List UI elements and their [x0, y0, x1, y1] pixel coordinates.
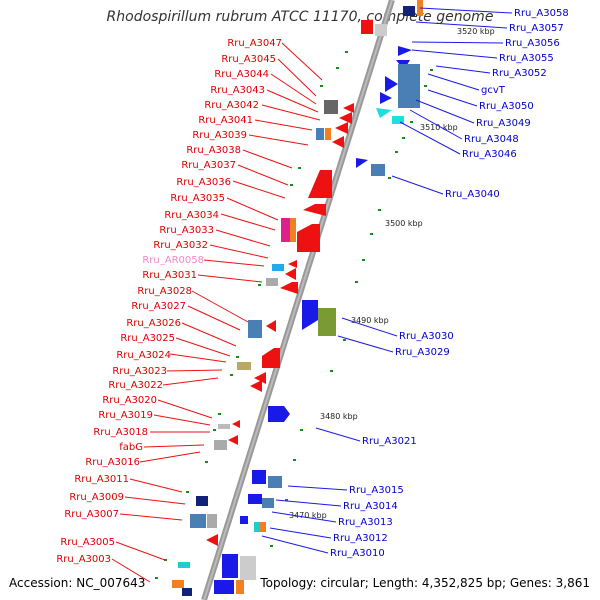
scale-label-3520: 3520 kbp	[457, 27, 495, 36]
scale-label-3510: 3510 kbp	[420, 123, 458, 132]
gene-label: Rru_A3056	[505, 38, 560, 49]
gene-label: Rru_A3016	[85, 457, 140, 468]
gene-label: Rru_A3046	[462, 149, 517, 160]
genome-axis-highlight	[203, 0, 393, 600]
gene-label: Rru_A3040	[445, 189, 500, 200]
left-gene-labels: Rru_A3047 Rru_A3045 Rru_A3044 Rru_A3043 …	[56, 38, 282, 565]
gene-label: Rru_A3037	[181, 160, 236, 171]
gene-label: Rru_A3050	[479, 101, 534, 112]
left-leader-lines	[111, 42, 323, 583]
gene-label: Rru_A3020	[102, 395, 157, 406]
gene-label: gcvT	[481, 85, 506, 96]
gene-label: Rru_A3019	[98, 410, 153, 421]
gene-label: Rru_A3023	[112, 366, 167, 377]
gene-label: Rru_A3035	[170, 193, 225, 204]
left-strand-genes	[172, 100, 354, 596]
gene-label: Rru_A3014	[343, 501, 398, 512]
gene-label: Rru_A3048	[464, 134, 519, 145]
gene-label: Rru_A3015	[349, 485, 404, 496]
gene-label: Rru_A3026	[126, 318, 181, 329]
gene-label: Rru_A3045	[221, 54, 276, 65]
scale-label-3470: 3470 kbp	[289, 511, 327, 520]
gene-label: Rru_A3012	[333, 533, 388, 544]
gene-label: Rru_A3036	[176, 177, 231, 188]
gene-label: Rru_A3010	[330, 548, 385, 559]
gene-label: Rru_A3033	[159, 225, 214, 236]
scale-label-3480: 3480 kbp	[320, 412, 358, 421]
gene-label: Rru_A3027	[131, 301, 186, 312]
gene-label: Rru_A3011	[74, 474, 129, 485]
gene-label: Rru_A3009	[69, 492, 124, 503]
gene-label: Rru_A3029	[395, 347, 450, 358]
gene-label: Rru_A3013	[338, 517, 393, 528]
gene-label: Rru_A3021	[362, 436, 417, 447]
gene-label: Rru_A3034	[164, 210, 219, 221]
gene-label: Rru_A3025	[120, 333, 175, 344]
right-gene-labels: Rru_A3058 Rru_A3057 Rru_A3056 Rru_A3055 …	[330, 8, 569, 559]
gene-label: Rru_A3003	[56, 554, 111, 565]
gene-label: Rru_A3043	[210, 85, 265, 96]
gene-label: Rru_A3024	[116, 350, 171, 361]
gene-label: Rru_A3030	[399, 331, 454, 342]
gene-label: Rru_A3057	[509, 23, 564, 34]
gene-label: Rru_A3042	[204, 100, 259, 111]
gene-label: Rru_A3038	[186, 145, 241, 156]
right-leader-lines	[261, 7, 513, 554]
genome-title: Rhodospirillum rubrum ATCC 11170, comple…	[106, 9, 494, 25]
scale-label-3490: 3490 kbp	[351, 316, 389, 325]
gene-label: Rru_A3052	[492, 68, 547, 79]
gene-label: Rru_A3049	[476, 118, 531, 129]
gene-label: Rru_A3039	[192, 130, 247, 141]
gene-label: Rru_A3005	[60, 537, 115, 548]
gene-label: Rru_A3022	[108, 380, 163, 391]
gene-label: Rru_A3044	[214, 69, 269, 80]
gene-label: Rru_A3018	[93, 427, 148, 438]
scale-ticks	[155, 51, 433, 579]
gene-label: Rru_A3032	[153, 240, 208, 251]
genome-summary: Topology: circular; Length: 4,352,825 bp…	[260, 576, 590, 590]
scale-label-3500: 3500 kbp	[385, 219, 423, 228]
gene-label: Rru_A3007	[64, 509, 119, 520]
gene-label: Rru_A3028	[137, 286, 192, 297]
gene-label: Rru_A3047	[227, 38, 282, 49]
gene-label: Rru_A3058	[514, 8, 569, 19]
gene-label: Rru_A3055	[499, 53, 554, 64]
accession-label: Accession: NC_007643	[9, 576, 146, 590]
gene-label-rna: Rru_AR0058	[142, 255, 204, 266]
gene-label: fabG	[119, 442, 143, 453]
gene-label: Rru_A3031	[142, 270, 197, 281]
gene-label: Rru_A3041	[198, 115, 253, 126]
